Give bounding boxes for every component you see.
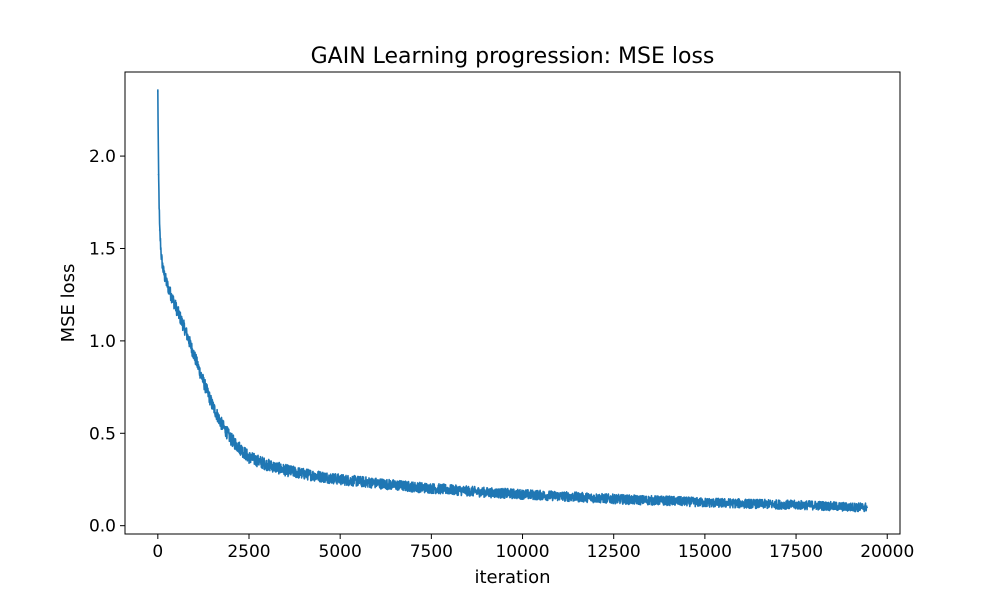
y-axis: 0.0 0.5 1.0 1.5 2.0 (89, 147, 125, 537)
y-tick-label: 0.5 (89, 424, 116, 444)
x-tick-label: 5000 (319, 542, 362, 562)
data-point (594, 497, 597, 499)
series-layer (157, 89, 868, 513)
x-tick-label: 0 (152, 542, 163, 562)
data-point (777, 503, 779, 506)
data-point (229, 438, 232, 440)
data-point (302, 473, 305, 475)
data-point (220, 423, 223, 425)
chart-title: GAIN Learning progression: MSE loss (311, 44, 715, 69)
y-tick-label: 1.0 (89, 332, 116, 352)
x-axis-label: iteration (474, 567, 550, 588)
data-point (160, 256, 163, 259)
data-point (157, 173, 160, 176)
data-point (866, 506, 868, 509)
data-point (284, 469, 287, 472)
data-point (704, 501, 706, 504)
data-point (667, 499, 670, 502)
y-tick-label: 1.5 (89, 239, 116, 259)
y-tick-label: 2.0 (89, 147, 116, 167)
plot-area (124, 71, 901, 535)
y-axis-label: MSE loss (58, 264, 79, 343)
data-point (558, 495, 560, 497)
data-point (184, 328, 186, 331)
x-tick-label: 10000 (495, 542, 549, 562)
data-point (521, 493, 524, 496)
data-point (740, 502, 743, 505)
data-point (375, 482, 378, 484)
data-point (412, 486, 414, 488)
x-tick-label: 15000 (678, 542, 732, 562)
data-point (248, 456, 250, 459)
x-tick-label: 12500 (587, 542, 641, 562)
y-tick-label: 0.0 (89, 517, 116, 537)
data-point (448, 488, 451, 491)
x-tick-label: 17500 (769, 542, 823, 562)
data-point (162, 269, 165, 272)
data-point (485, 491, 487, 494)
data-point (266, 463, 269, 466)
data-point (813, 504, 816, 507)
data-point (339, 478, 341, 481)
series-line (157, 89, 868, 513)
data-point (211, 404, 214, 407)
data-point (164, 277, 166, 279)
data-point (849, 506, 852, 509)
x-tick-label: 20000 (860, 542, 914, 562)
data-point (631, 499, 633, 501)
data-point (239, 447, 241, 449)
data-point (157, 90, 159, 93)
x-tick-label: 7500 (410, 542, 453, 562)
x-tick-label: 2500 (227, 542, 270, 562)
data-point (158, 229, 161, 231)
x-axis: 0 2500 5000 7500 10000 12500 15000 17500 20000 (152, 534, 914, 562)
data-point (167, 288, 170, 290)
data-point (202, 380, 205, 383)
data-point (175, 306, 177, 309)
data-point (193, 354, 196, 357)
plot-frame (124, 71, 901, 535)
